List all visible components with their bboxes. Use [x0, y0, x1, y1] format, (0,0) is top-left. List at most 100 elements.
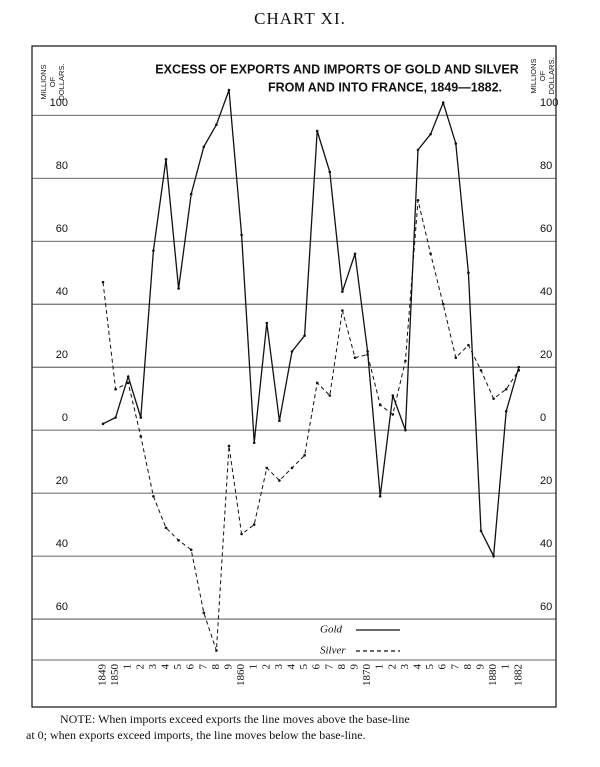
x-tick-label: 5	[298, 664, 310, 670]
point	[278, 479, 281, 482]
point	[240, 532, 243, 536]
y-tick-label: 40	[56, 286, 68, 298]
x-tick-label: 2	[260, 664, 272, 670]
note: NOTE: When imports exceed exports the li…	[60, 712, 410, 726]
point	[517, 369, 521, 372]
y2-axis-label: OF	[538, 70, 547, 81]
x-tick-label: 9	[475, 664, 487, 670]
x-tick-label: 5	[172, 664, 184, 670]
point	[265, 466, 269, 470]
y2-tick-label: 0	[540, 412, 546, 424]
y-axis-label: DOLLARS.	[57, 63, 66, 100]
point	[479, 529, 483, 533]
y-tick-label: 0	[62, 412, 68, 424]
point	[265, 321, 269, 325]
legend-label: Gold	[320, 624, 343, 636]
x-tick-label: 9	[349, 664, 361, 670]
point	[341, 309, 344, 312]
point	[378, 403, 382, 407]
x-tick-label: 1849	[97, 664, 109, 687]
point	[341, 290, 344, 293]
y2-tick-label: 60	[540, 223, 552, 235]
point	[152, 249, 155, 252]
point	[303, 334, 306, 337]
frame	[31, 45, 557, 708]
point	[441, 302, 445, 306]
y-tick-label: 80	[56, 160, 68, 172]
x-tick-label: 4	[160, 664, 172, 670]
y-axis-label: MILLIONS	[39, 64, 48, 99]
point	[378, 494, 382, 498]
y-tick-label: 60	[56, 223, 68, 235]
y2-tick-label: 40	[540, 286, 552, 298]
point	[454, 356, 458, 360]
point	[429, 252, 432, 256]
point	[290, 350, 294, 353]
point	[101, 280, 105, 284]
x-tick-label: 1880	[487, 664, 499, 687]
x-tick-label: 7	[197, 664, 209, 670]
point	[290, 466, 294, 470]
point	[328, 170, 332, 174]
series-line	[102, 89, 520, 559]
point	[215, 649, 218, 652]
x-tick-label: 9	[223, 664, 235, 670]
point	[353, 252, 357, 256]
x-tick-label: 1	[122, 664, 134, 670]
point	[189, 192, 193, 196]
x-tick-label: 1	[374, 664, 386, 670]
x-tick-label: 4	[412, 664, 424, 670]
x-tick-label: 3	[399, 664, 411, 670]
point	[366, 353, 369, 356]
point	[416, 198, 420, 202]
x-tick-label: 3	[273, 664, 285, 670]
y-axis-label: OF	[48, 76, 57, 87]
point	[504, 387, 508, 391]
x-tick-label: 1	[248, 664, 260, 670]
x-tick-label: 6	[311, 664, 323, 670]
point	[278, 419, 281, 422]
point	[315, 129, 319, 133]
point	[479, 369, 483, 372]
point	[504, 409, 508, 413]
x-tick-label: 1850	[109, 664, 121, 687]
x-tick-label: 4	[286, 664, 298, 670]
x-tick-label: 1870	[361, 664, 373, 687]
point	[139, 416, 143, 419]
y-tick-label: 20	[56, 349, 68, 361]
x-tick-label: 1882	[512, 664, 524, 686]
point	[202, 611, 206, 615]
point	[164, 526, 168, 530]
point	[366, 350, 369, 353]
y-tick-label: 60	[56, 601, 68, 613]
point	[114, 416, 117, 419]
point	[139, 435, 143, 438]
y2-tick-label: 20	[540, 475, 552, 487]
y-tick-label: 20	[56, 475, 68, 487]
point	[404, 428, 407, 432]
y2-tick-label: 60	[540, 601, 552, 613]
point	[252, 523, 256, 526]
point	[454, 142, 458, 145]
point	[126, 375, 130, 378]
x-tick-label: 2	[386, 664, 398, 670]
point	[227, 444, 231, 448]
point	[126, 381, 130, 385]
y2-tick-label: 40	[540, 538, 552, 550]
y2-tick-label: 100	[540, 97, 558, 109]
point	[429, 132, 432, 136]
point	[114, 387, 117, 391]
y2-tick-label: 20	[540, 349, 552, 361]
legend-label: Silver	[320, 645, 346, 657]
chart-heading: CHART XI.	[254, 9, 346, 28]
point	[215, 123, 218, 127]
point	[391, 413, 395, 416]
x-tick-label: 1	[500, 664, 512, 670]
x-tick-label: 7	[449, 664, 461, 670]
point	[328, 394, 332, 397]
point	[492, 554, 495, 558]
point	[252, 441, 256, 445]
point	[391, 394, 395, 397]
point	[416, 148, 420, 152]
